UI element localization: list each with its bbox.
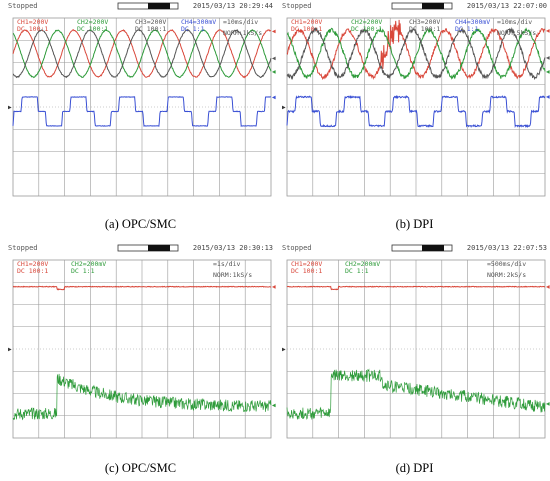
- channel-label: DC 100:1: [17, 25, 49, 33]
- timestamp: 2015/03/13 20:30:13: [192, 244, 273, 252]
- trace-ch4: [286, 94, 546, 128]
- ground-marker: ▶: [8, 346, 12, 353]
- channel-marker: ◀: [546, 94, 550, 101]
- caption: (c) OPC/SMC: [104, 461, 177, 475]
- channel-label: DC 1:1: [71, 267, 95, 275]
- scope-panel-a: Stopped 2015/03/13 20:29:44 ▶ ◀ ◀ ◀ ◀ CH1=200V D…: [8, 2, 276, 197]
- channel-label: CH1=200V: [291, 18, 323, 26]
- trace-ch2: [12, 373, 272, 421]
- channel-label: CH1=200V: [17, 260, 49, 268]
- channel-marker: ◀: [546, 27, 550, 34]
- channel-label: CH3=200V: [409, 18, 441, 26]
- channel-label: =10ms/div: [497, 18, 533, 26]
- caption: (b) DPI: [395, 217, 434, 231]
- channel-marker: ◀: [272, 94, 276, 101]
- channel-label: NORM:2kS/s: [487, 271, 527, 279]
- channel-label: CH1=200V: [291, 260, 323, 268]
- channel-marker: ◀: [272, 284, 276, 291]
- timestamp: 2015/03/13 20:29:44: [192, 2, 273, 10]
- channel-marker: ◀: [546, 54, 550, 61]
- trigger-position: [422, 245, 444, 251]
- channel-label: CH2=200mV: [71, 260, 107, 268]
- status-text: Stopped: [8, 2, 38, 10]
- trigger-position: [148, 3, 170, 9]
- trace-ch1: [286, 285, 546, 291]
- scope-screen: ▶ ◀ ◀: [8, 244, 276, 439]
- ground-marker: ▶: [282, 346, 286, 353]
- status-text: Stopped: [282, 2, 312, 10]
- channel-label: DC 100:1: [409, 25, 441, 33]
- channel-marker: ◀: [272, 402, 276, 409]
- channel-label: DC 1:1: [181, 25, 205, 33]
- trace-ch1: [13, 285, 272, 291]
- scope-panel-c: Stopped 2015/03/13 20:30:13 ▶ ◀ ◀ CH1=200V DC …: [8, 244, 276, 439]
- channel-label: =10ms/div: [223, 18, 259, 26]
- channel-label: CH1=200V: [17, 18, 49, 26]
- channel-label: DC 100:1: [291, 267, 323, 275]
- channel-marker: ◀: [546, 284, 550, 291]
- timestamp: 2015/03/13 22:07:53: [466, 244, 547, 252]
- trigger-position: [148, 245, 170, 251]
- trace-ch2: [286, 368, 546, 420]
- trace-ch4: [12, 96, 271, 127]
- channel-marker: ◀: [546, 400, 550, 407]
- channel-label: DC 1:1: [455, 25, 479, 33]
- grid: [286, 17, 546, 197]
- channel-label: NORM:1kS/s: [223, 29, 263, 37]
- timestamp: 2015/03/13 22:07:00: [466, 2, 547, 10]
- channel-marker: ◀: [272, 68, 276, 75]
- scope-panel-b: Stopped 2015/03/13 22:07:00 ▶ ◀ ◀ ◀ ◀ CH1=200V D…: [282, 2, 550, 197]
- channel-label: CH3=200V: [135, 18, 167, 26]
- ground-marker: ▶: [8, 104, 12, 111]
- channel-marker: ◀: [272, 55, 276, 62]
- channel-label: CH4=300mV: [455, 18, 491, 26]
- channel-label: NORM:5kS/s: [497, 29, 537, 37]
- scope-panel-d: Stopped 2015/03/13 22:07:53 ▶ ◀ ◀ CH1=200V DC …: [282, 244, 550, 439]
- channel-marker: ◀: [272, 28, 276, 35]
- channel-label: =1s/div: [213, 260, 241, 268]
- scope-screen: ▶ ◀ ◀: [282, 244, 550, 439]
- trace-ch2: [12, 29, 272, 79]
- grid: [286, 259, 546, 439]
- channel-label: DC 100:1: [17, 267, 49, 275]
- caption: (d) DPI: [395, 461, 434, 475]
- channel-marker: ◀: [546, 68, 550, 75]
- channel-label: =500ms/div: [487, 260, 527, 268]
- trigger-position: [422, 3, 444, 9]
- channel-label: DC 100:1: [135, 25, 167, 33]
- status-text: Stopped: [282, 244, 312, 252]
- channel-label: CH2=200mV: [345, 260, 381, 268]
- ground-marker: ▶: [282, 104, 286, 111]
- trace-ch3: [286, 26, 546, 81]
- scope-screen: ▶ ◀ ◀ ◀ ◀: [282, 2, 550, 197]
- channel-label: CH4=300mV: [181, 18, 217, 26]
- channel-label: DC 100:1: [351, 25, 383, 33]
- status-text: Stopped: [8, 244, 38, 252]
- caption: (a) OPC/SMC: [104, 217, 177, 231]
- channel-label: DC 100:1: [291, 25, 323, 33]
- scope-screen: ▶ ◀ ◀ ◀ ◀: [8, 2, 276, 197]
- channel-label: CH2=200V: [351, 18, 383, 26]
- trace-ch2: [286, 27, 546, 80]
- channel-label: CH2=200V: [77, 18, 109, 26]
- channel-label: DC 100:1: [77, 25, 109, 33]
- trace-ch3: [13, 28, 272, 79]
- channel-label: DC 1:1: [345, 267, 369, 275]
- channel-label: NORM:1kS/s: [213, 271, 253, 279]
